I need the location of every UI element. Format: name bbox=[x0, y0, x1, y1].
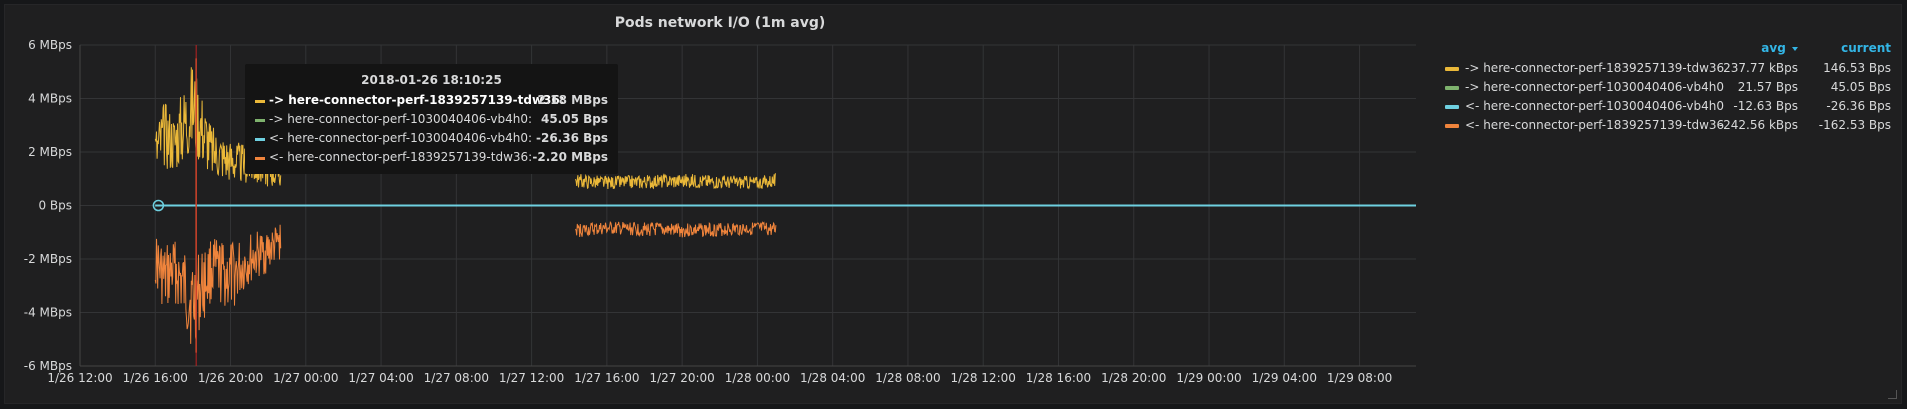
chart-axes: 1/26 12:00 1/26 16:00 1/26 20:00 1/27 00:00… bbox=[24, 38, 1416, 385]
legend-avg-value: -242.56 kBps bbox=[1718, 118, 1798, 132]
series-color-swatch bbox=[255, 100, 265, 103]
x-tick-label: 1/27 12:00 bbox=[499, 371, 564, 385]
panel-title[interactable]: Pods network I/O (1m avg) bbox=[614, 15, 826, 31]
tooltip-series-name: -> here-connector-perf-1839257139-tdw36: bbox=[269, 93, 565, 107]
hover-point-marker bbox=[152, 199, 165, 212]
y-tick-label: 4 MBps bbox=[28, 92, 72, 106]
tooltip-series-name: <- here-connector-perf-1839257139-tdw36: bbox=[269, 150, 533, 164]
chart-overlay bbox=[152, 45, 197, 366]
tooltip-series-value: -26.36 Bps bbox=[536, 131, 608, 145]
tooltip-row: -> here-connector-perf-1839257139-tdw36:… bbox=[255, 93, 608, 111]
legend-current-value: 45.05 Bps bbox=[1830, 80, 1891, 94]
legend-avg-label: avg bbox=[1761, 41, 1786, 55]
x-tick-label: 1/28 08:00 bbox=[875, 371, 940, 385]
legend-header: avg current bbox=[1437, 41, 1901, 59]
tooltip-series-value: -2.20 MBps bbox=[532, 150, 608, 164]
legend-item[interactable]: -> here-connector-perf-1839257139-tdw36 2… bbox=[1437, 59, 1901, 78]
x-tick-label: 1/28 00:00 bbox=[725, 371, 790, 385]
y-tick-label: -6 MBps bbox=[24, 359, 72, 373]
x-tick-label: 1/27 16:00 bbox=[574, 371, 639, 385]
tooltip-row: <- here-connector-perf-1030040406-vb4h0:… bbox=[255, 131, 608, 149]
series-line bbox=[575, 220, 777, 238]
series-color-swatch bbox=[255, 157, 265, 160]
legend-avg-value: -12.63 Bps bbox=[1733, 99, 1798, 113]
y-tick-label: 6 MBps bbox=[28, 38, 72, 52]
series-color-swatch bbox=[255, 138, 265, 141]
legend-avg-value: 21.57 Bps bbox=[1737, 80, 1798, 94]
x-tick-label: 1/27 00:00 bbox=[273, 371, 338, 385]
series-color-swatch[interactable] bbox=[1445, 124, 1459, 128]
x-tick-label: 1/29 04:00 bbox=[1252, 371, 1317, 385]
x-tick-label: 1/26 12:00 bbox=[47, 371, 112, 385]
series-color-swatch[interactable] bbox=[1445, 86, 1459, 90]
legend-item[interactable]: -> here-connector-perf-1030040406-vb4h0 2… bbox=[1437, 78, 1901, 97]
y-tick-label: -2 MBps bbox=[24, 252, 72, 266]
tooltip-series-value: 2.18 MBps bbox=[537, 93, 608, 107]
x-tick-label: 1/27 08:00 bbox=[424, 371, 489, 385]
tooltip-series-name: <- here-connector-perf-1030040406-vb4h0: bbox=[269, 131, 533, 145]
legend-item[interactable]: <- here-connector-perf-1030040406-vb4h0-… bbox=[1437, 97, 1901, 116]
y-tick-label: 0 Bps bbox=[38, 199, 72, 213]
legend-series-name[interactable]: -> here-connector-perf-1839257139-tdw36 bbox=[1465, 61, 1725, 75]
legend-current-header[interactable]: current bbox=[1841, 41, 1891, 55]
hover-tooltip: 2018-01-26 18:10:25 -> here-connector-pe… bbox=[245, 64, 618, 174]
series-color-swatch[interactable] bbox=[1445, 67, 1459, 71]
network-io-chart[interactable]: 1/26 12:00 1/26 16:00 1/26 20:00 1/27 00:00… bbox=[5, 5, 1435, 405]
tooltip-row: -> here-connector-perf-1030040406-vb4h0:… bbox=[255, 112, 608, 130]
x-tick-label: 1/28 16:00 bbox=[1026, 371, 1091, 385]
y-tick-label: -4 MBps bbox=[24, 306, 72, 320]
legend-current-value: 146.53 Bps bbox=[1823, 61, 1891, 75]
y-tick-label: 2 MBps bbox=[28, 145, 72, 159]
legend-series-name[interactable]: -> here-connector-perf-1030040406-vb4h0 bbox=[1465, 80, 1725, 94]
legend-avg-header[interactable]: avg bbox=[1761, 41, 1798, 55]
x-tick-label: 1/29 08:00 bbox=[1327, 371, 1392, 385]
tooltip-series-name: -> here-connector-perf-1030040406-vb4h0: bbox=[269, 112, 533, 126]
legend-series-name[interactable]: <- here-connector-perf-1839257139-tdw36 bbox=[1465, 118, 1725, 132]
legend-table: avg current -> here-connector-perf-18392… bbox=[1437, 41, 1901, 135]
x-tick-label: 1/28 20:00 bbox=[1101, 371, 1166, 385]
legend-item[interactable]: <- here-connector-perf-1839257139-tdw36-… bbox=[1437, 116, 1901, 135]
legend-current-value: -26.36 Bps bbox=[1826, 99, 1891, 113]
x-tick-label: 1/26 16:00 bbox=[123, 371, 188, 385]
series-color-swatch[interactable] bbox=[1445, 105, 1459, 109]
tooltip-row: <- here-connector-perf-1839257139-tdw36:… bbox=[255, 150, 608, 168]
tooltip-time: 2018-01-26 18:10:25 bbox=[361, 73, 502, 87]
x-tick-label: 1/27 04:00 bbox=[348, 371, 413, 385]
resize-handle-icon[interactable] bbox=[1888, 390, 1897, 399]
x-tick-label: 1/29 00:00 bbox=[1176, 371, 1241, 385]
legend-avg-value: 237.77 kBps bbox=[1723, 61, 1798, 75]
caret-down-icon bbox=[1792, 46, 1798, 51]
legend-current-value: -162.53 Bps bbox=[1818, 118, 1891, 132]
tooltip-series-value: 45.05 Bps bbox=[540, 112, 608, 126]
series-line bbox=[575, 173, 776, 190]
series-line bbox=[154, 224, 282, 344]
x-tick-label: 1/28 12:00 bbox=[951, 371, 1016, 385]
legend-rows: -> here-connector-perf-1839257139-tdw36 2… bbox=[1437, 59, 1901, 135]
x-tick-label: 1/27 20:00 bbox=[649, 371, 714, 385]
graph-panel: Pods network I/O (1m avg) 1/26 12:00 1/26… bbox=[4, 4, 1902, 404]
x-tick-label: 1/26 20:00 bbox=[198, 371, 263, 385]
x-tick-label: 1/28 04:00 bbox=[800, 371, 865, 385]
legend-series-name[interactable]: <- here-connector-perf-1030040406-vb4h0 bbox=[1465, 99, 1725, 113]
series-color-swatch bbox=[255, 119, 265, 122]
